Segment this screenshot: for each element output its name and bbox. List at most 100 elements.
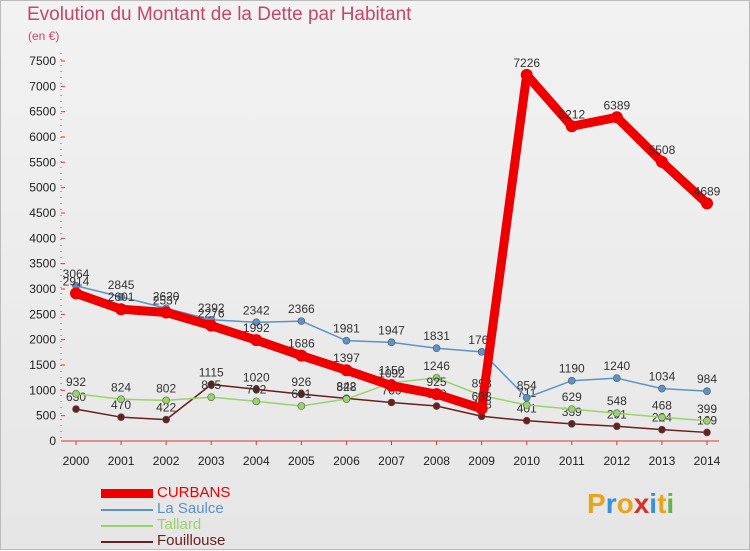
- x-tick-label: 2014: [694, 454, 721, 468]
- chart-title: Evolution du Montant de la Dette par Hab…: [27, 4, 412, 25]
- proxiti-logo: Proxiti: [587, 488, 674, 520]
- data-label-curbans: 925: [427, 375, 447, 389]
- data-label-tallard: 691: [291, 387, 311, 401]
- data-point-fouillouse: [658, 425, 666, 434]
- data-label-curbans: 1092: [378, 367, 405, 381]
- data-label-la-saulce: 984: [697, 372, 717, 386]
- data-label-la-saulce: 2342: [243, 303, 270, 317]
- logo-letter: r: [605, 488, 617, 519]
- data-point-tallard: [297, 402, 306, 410]
- data-point-la-saulce: [567, 376, 576, 385]
- y-tick-label: 0: [49, 434, 56, 448]
- data-point-curbans: [385, 379, 398, 392]
- data-label-tallard: 399: [697, 402, 717, 416]
- data-label-curbans: 7226: [513, 56, 540, 70]
- data-point-la-saulce: [252, 318, 261, 327]
- data-label-tallard: 1246: [423, 359, 450, 373]
- data-point-curbans: [565, 120, 578, 133]
- data-label-la-saulce: 1831: [423, 329, 450, 343]
- data-label-fouillouse: 1115: [199, 366, 224, 380]
- x-tick-label: 2008: [423, 454, 450, 468]
- data-label-tallard: 802: [156, 381, 176, 395]
- x-tick-label: 2004: [243, 454, 270, 468]
- y-tick-label: 1000: [29, 383, 56, 397]
- x-tick-label: 2011: [559, 454, 585, 468]
- legend-swatch: [101, 525, 153, 527]
- data-point-fouillouse: [703, 428, 711, 437]
- data-label-la-saulce: 1190: [559, 362, 585, 376]
- data-point-la-saulce: [477, 348, 486, 356]
- y-tick-label: 2000: [29, 333, 56, 347]
- x-tick-label: 2003: [198, 454, 225, 468]
- data-point-curbans: [340, 364, 353, 377]
- logo-letter: o: [616, 488, 634, 519]
- data-point-la-saulce: [342, 336, 351, 345]
- data-point-curbans: [430, 388, 443, 401]
- data-point-curbans: [610, 111, 623, 124]
- data-point-la-saulce: [703, 387, 711, 395]
- y-tick-label: 500: [36, 409, 56, 423]
- y-tick-label: 5500: [29, 155, 56, 169]
- data-point-fouillouse: [162, 415, 170, 424]
- data-point-curbans: [655, 155, 668, 168]
- data-label-tallard: 782: [246, 382, 266, 396]
- data-point-curbans: [701, 197, 713, 210]
- data-label-fouillouse: 1020: [243, 370, 270, 384]
- y-tick-label: 4000: [29, 231, 56, 245]
- data-label-tallard: 468: [652, 398, 672, 412]
- data-label-tallard: 824: [111, 380, 131, 394]
- logo-letter: i: [649, 488, 658, 519]
- data-label-la-saulce: 2366: [288, 302, 315, 316]
- data-point-curbans: [70, 287, 82, 300]
- data-label-curbans: 4689: [694, 184, 721, 198]
- data-point-la-saulce: [387, 338, 396, 347]
- data-point-tallard: [613, 409, 621, 418]
- logo-letter: i: [666, 488, 675, 519]
- y-tick-label: 6000: [29, 130, 56, 144]
- data-label-la-saulce: 854: [517, 379, 537, 393]
- legend-label: Tallard: [157, 516, 202, 533]
- data-label-curbans: 638: [472, 390, 492, 404]
- x-tick-label: 2001: [108, 454, 135, 468]
- legend-swatch: [101, 541, 153, 543]
- data-label-curbans: 1397: [333, 351, 360, 365]
- data-label-curbans: 2914: [63, 274, 90, 288]
- logo-letter: t: [657, 488, 667, 519]
- data-point-curbans: [160, 306, 173, 319]
- data-label-la-saulce: 2845: [108, 278, 135, 292]
- data-point-fouillouse: [567, 420, 576, 428]
- data-point-fouillouse: [117, 413, 125, 421]
- data-label-tallard: 629: [562, 390, 582, 404]
- data-point-tallard: [117, 395, 125, 404]
- x-tick-label: 2000: [63, 454, 90, 468]
- data-label-fouillouse: 470: [111, 398, 131, 412]
- data-point-la-saulce: [613, 374, 621, 382]
- data-point-fouillouse: [207, 380, 216, 389]
- y-tick-label: 3500: [29, 257, 56, 271]
- data-point-tallard: [162, 396, 170, 405]
- x-tick-label: 2006: [333, 454, 360, 468]
- x-tick-label: 2009: [468, 454, 495, 468]
- data-label-la-saulce: 1034: [649, 370, 676, 384]
- data-label-curbans: 2537: [153, 293, 180, 307]
- data-point-la-saulce: [117, 293, 125, 301]
- x-tick-label: 2002: [153, 454, 180, 468]
- data-label-la-saulce: 2620: [153, 289, 180, 303]
- data-label-curbans: 6389: [604, 98, 631, 112]
- data-point-tallard: [342, 395, 351, 403]
- x-tick-label: 2013: [649, 454, 676, 468]
- data-label-curbans: 2601: [108, 290, 135, 304]
- data-point-fouillouse: [252, 385, 261, 394]
- data-label-tallard: 548: [607, 394, 627, 408]
- data-label-tallard: 865: [201, 378, 221, 392]
- legend-label: Fouillouse: [157, 532, 226, 549]
- data-point-curbans: [520, 68, 533, 81]
- data-point-tallard: [703, 416, 711, 425]
- legend-swatch: [101, 509, 153, 511]
- data-point-fouillouse: [297, 390, 306, 398]
- data-point-tallard: [432, 374, 441, 382]
- data-point-fouillouse: [72, 405, 80, 413]
- data-point-fouillouse: [522, 416, 531, 425]
